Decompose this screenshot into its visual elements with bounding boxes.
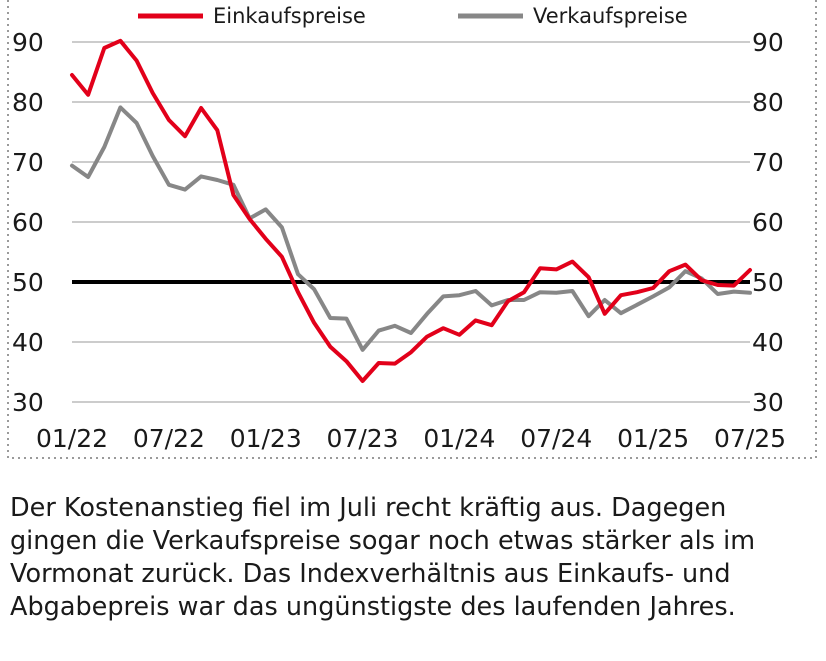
y-tick-label-left: 70	[12, 148, 44, 177]
y-tick-label-left: 50	[12, 268, 44, 297]
legend-label-einkaufspreise: Einkaufspreise	[213, 4, 366, 28]
x-tick-label: 01/25	[617, 424, 689, 453]
y-tick-label-right: 40	[752, 328, 784, 357]
y-tick-label-right: 60	[752, 208, 784, 237]
series-line-verkaufspreise	[70, 105, 752, 352]
y-tick-label-right: 80	[752, 88, 784, 117]
y-tick-label-right: 50	[752, 268, 784, 297]
y-tick-label-left: 90	[12, 28, 44, 57]
y-tick-label-right: 30	[752, 388, 784, 417]
x-tick-label: 01/23	[230, 424, 302, 453]
series-line-einkaufspreise	[70, 38, 752, 383]
y-tick-label-right: 90	[752, 28, 784, 57]
x-tick-label: 07/22	[133, 424, 205, 453]
x-tick-label: 07/23	[327, 424, 399, 453]
chart-caption: Der Kostenanstieg fiel im Juli recht krä…	[10, 493, 756, 622]
x-tick-label: 07/24	[520, 424, 592, 453]
line-chart: 30 30 40 40 50 50 60 60 70 70 80 80 90 90 01/22 07/22 01…	[7, 0, 817, 459]
y-tick-label-left: 60	[12, 208, 44, 237]
x-tick-label: 01/24	[423, 424, 495, 453]
y-tick-label-left: 30	[12, 388, 44, 417]
y-tick-label-left: 80	[12, 88, 44, 117]
y-tick-label-right: 70	[752, 148, 784, 177]
y-tick-label-left: 40	[12, 328, 44, 357]
x-tick-label: 07/25	[714, 424, 786, 453]
chart-frame	[7, 0, 817, 459]
x-tick-label: 01/22	[36, 424, 108, 453]
legend-label-verkaufspreise: Verkaufspreise	[533, 4, 688, 28]
